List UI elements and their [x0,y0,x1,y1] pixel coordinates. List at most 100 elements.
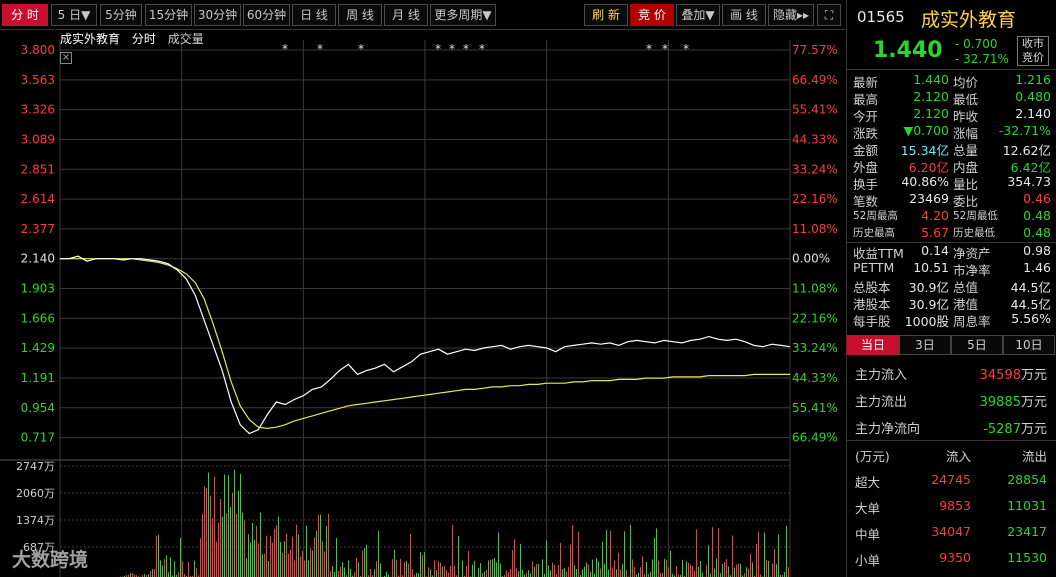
flow-row: 主力流出 39885万元 [847,387,1056,414]
tab-3day[interactable]: 3日 [899,335,951,355]
quote-label: 历史最低 [953,227,995,239]
hide-button[interactable]: 隐藏▸▸ [768,4,814,26]
volume-bar [478,567,479,577]
volume-bar [262,554,263,577]
period-button-month[interactable]: 月 线 [384,4,428,26]
volume-bar [274,529,275,577]
auction-button[interactable]: 竞 价 [630,4,674,26]
volume-bar [464,575,465,577]
volume-bar [622,563,623,577]
volume-bar [310,548,311,577]
tab-10day[interactable]: 10日 [1003,335,1055,355]
volume-bar [246,558,247,577]
period-button-30min[interactable]: 30分钟 [194,4,241,26]
volume-bar [712,527,713,577]
period-button-5min[interactable]: 5分钟 [100,4,142,26]
volume-bar [222,516,223,577]
volume-bar [216,541,217,577]
volume-bar [582,569,583,577]
quote-label: 昨收 [953,109,979,124]
volume-bar [320,514,321,577]
quote-label: 最新 [853,75,879,90]
volume-bar [196,567,197,577]
volume-bar [596,558,597,577]
event-marker: * [683,42,689,56]
quote-value: 5.67 [921,225,949,240]
draw-line-button[interactable]: 画 线 [722,4,766,26]
quote-label: 收益TTM [853,246,904,261]
volume-bar [632,559,633,577]
volume-bar [252,522,253,577]
volume-bar [448,572,449,577]
volume-bar [682,559,683,577]
closing-auction-badge[interactable]: 收市竞价 [1017,36,1049,66]
close-icon[interactable]: × [60,52,72,64]
period-button-intraday[interactable]: 分 时 [2,4,48,26]
quote-label: 历史最高 [853,227,895,239]
volume-bar [164,559,165,577]
volume-bar [734,567,735,577]
period-button-day[interactable]: 日 线 [292,4,336,26]
refresh-button[interactable]: 刷 新 [584,4,628,26]
period-button-60min[interactable]: 60分钟 [243,4,290,26]
volume-bar [562,569,563,577]
volume-bar [772,563,773,577]
period-button-5day[interactable]: 5 日▼ [51,4,97,26]
flow-label: 主力流入 [855,368,908,383]
volume-bar [356,557,357,577]
volume-bar [626,570,627,577]
fullscreen-icon[interactable]: ⛶ [817,4,841,26]
quote-label: 52周最高 [853,210,898,222]
volume-bar [350,568,351,577]
volume-bar [174,561,175,577]
volume-bar [774,548,775,577]
volume-bar [752,562,753,577]
volume-bar [486,570,487,577]
outflow-value: 23417 [1007,524,1047,539]
volume-bar [414,575,415,577]
volume-bar [192,575,193,577]
quote-row: 最高 2.120 最低 0.480 [847,89,1056,107]
tab-today[interactable]: 当日 [847,335,899,355]
period-button-week[interactable]: 周 线 [338,4,382,26]
price-tick-label: 3.089 [21,132,55,146]
quote-value: 30.9亿 [908,297,949,312]
volume-bar [224,474,225,577]
quote-label: 总值 [953,280,979,295]
tab-5day[interactable]: 5日 [951,335,1003,355]
volume-bar [644,574,645,577]
volume-bar [660,572,661,577]
volume-bar [220,498,221,577]
event-marker: * [282,42,288,56]
volume-bar [160,560,161,577]
main-flow-summary: 主力流入 34598万元 主力流出 39885万元 主力净流向 -5287万元 [847,360,1056,441]
volume-bar [620,569,621,577]
volume-bar [412,569,413,577]
quote-row: 总股本 30.9亿 总值 44.5亿 [847,277,1056,295]
chart-canvas[interactable]: 3.800 77.57% 3.563 66.49% 3.326 55.41% 3.089 44… [0,30,845,577]
column-header: 流入 [945,449,971,464]
overlay-dropdown[interactable]: 叠加▼ [676,4,720,26]
price-tick-label: 2.377 [21,222,55,236]
period-button-15min[interactable]: 15分钟 [145,4,192,26]
volume-bar [640,567,641,577]
quote-value: 2.120 [913,106,949,121]
quote-value: 0.98 [1023,243,1051,258]
volume-bar [238,490,239,577]
average-price-line [60,258,790,430]
quote-value: 23469 [909,191,949,206]
more-periods-dropdown[interactable]: 更多周期▼ [430,4,496,26]
volume-bar [218,522,219,577]
volume-bar [362,550,363,577]
volume-bar [386,571,387,577]
volume-bar [322,541,323,577]
volume-bar [618,552,619,577]
volume-bar [244,520,245,577]
quote-label: 港股本 [853,297,891,312]
flow-row: 主力流入 34598万元 [847,360,1056,387]
volume-bar [658,560,659,577]
intraday-chart[interactable]: 3.800 77.57% 3.563 66.49% 3.326 55.41% 3.089 44… [0,30,845,577]
volume-bar [594,573,595,577]
stock-header: 01565 成实外教育 1.440 - 0.700 - 32.71% 收市竞价 [847,0,1056,70]
volume-bar [404,562,405,577]
